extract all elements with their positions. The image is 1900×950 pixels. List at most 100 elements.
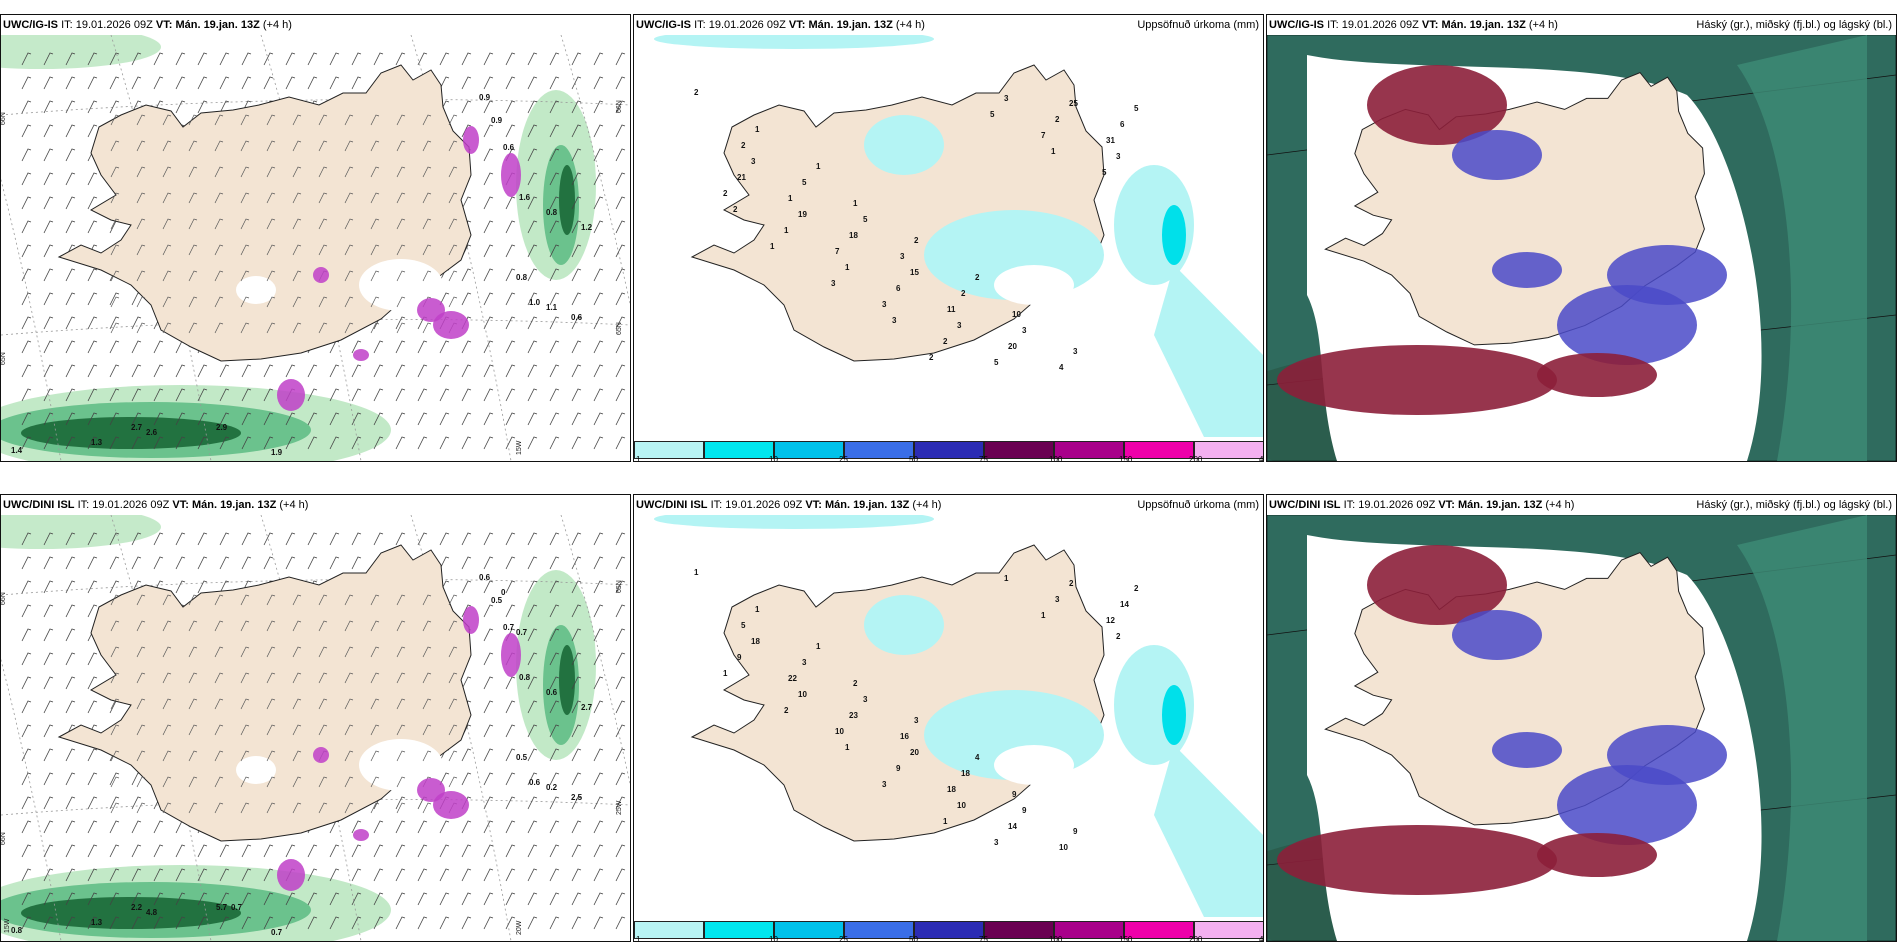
wind-barb (188, 166, 198, 178)
wind-barb (615, 148, 626, 162)
wind-barb (318, 114, 328, 126)
wind-barb (240, 296, 250, 308)
precip-value-label: 18 (961, 769, 970, 778)
legend-tick-label: 25 (839, 455, 848, 462)
precip-shade (1, 515, 161, 549)
wind-barb (396, 802, 406, 814)
wind-barb (136, 750, 146, 762)
panel-title: UWC/IG-IS IT: 19.01.2026 09Z VT: Mán. 19… (1267, 15, 1896, 35)
wind-speed-label: 2.9 (216, 423, 228, 432)
precip-value-label: 4 (975, 753, 980, 762)
wind-barb (329, 412, 340, 426)
precip-value-label: 2 (1069, 579, 1074, 588)
wind-barb (292, 672, 302, 684)
wind-barb (549, 76, 560, 90)
precip-value-label: 1 (845, 263, 850, 272)
wind-barb (87, 316, 98, 330)
wind-barb (593, 340, 604, 354)
map-canvas: 1112349925331618910141822232018142129101… (634, 515, 1263, 917)
wind-barb (240, 270, 250, 282)
wind-barb (571, 148, 582, 162)
wind-barb (131, 76, 142, 90)
wind-barb (110, 218, 120, 230)
wind-barb (571, 628, 582, 642)
wind-barb (214, 270, 224, 282)
wind-barb (615, 916, 626, 930)
wind-barb (43, 724, 54, 738)
wind-barb (162, 750, 172, 762)
wind-barb (292, 620, 302, 632)
precip-value-label: 22 (788, 674, 797, 683)
wind-barb (43, 580, 54, 594)
wind-barb (483, 244, 494, 258)
wind-barb (241, 388, 252, 402)
wind-barb (395, 412, 406, 426)
wind-speed-label: 0.6 (503, 143, 515, 152)
wind-barb (351, 76, 362, 90)
wind-barb (351, 868, 362, 882)
wind-barb (136, 296, 146, 308)
wind-speed-label: 0.8 (516, 273, 528, 282)
wind-barb (395, 796, 406, 810)
wind-barb (417, 52, 428, 66)
wind-barb (615, 76, 626, 90)
wind-barb (439, 76, 450, 90)
wind-barb (615, 772, 626, 786)
wind-barb (549, 580, 560, 594)
wind-barb (65, 364, 76, 378)
wind-barb (422, 322, 432, 334)
low-cloud (1367, 545, 1507, 625)
wind-barb (395, 892, 406, 906)
wind-barb (396, 594, 406, 606)
wind-barb (110, 594, 120, 606)
wind-barb (527, 700, 538, 714)
wind-barb (461, 604, 472, 618)
precip-value-label: 14 (1008, 822, 1017, 831)
wind-barb (344, 114, 354, 126)
wind-barb (370, 166, 380, 178)
wind-barb (285, 52, 296, 66)
wind-barb (395, 340, 406, 354)
precip-value-label: 1 (816, 162, 821, 171)
wind-barb (21, 652, 32, 666)
wind-barb (422, 218, 432, 230)
wind-precip-panel-igis: UWC/IG-IS IT: 19.01.2026 09Z VT: Mán. 19… (0, 14, 631, 462)
wind-barb (263, 388, 274, 402)
wind-barb (109, 412, 120, 426)
wind-barb (131, 100, 142, 114)
wind-barb (219, 364, 230, 378)
wind-barb (505, 292, 516, 306)
wind-speed-label: 0.7 (516, 628, 528, 637)
wind-barb (21, 148, 32, 162)
wind-barb (175, 580, 186, 594)
wind-barb (219, 868, 230, 882)
wind-speed-label: 0.7 (503, 623, 515, 632)
wind-barb (615, 700, 626, 714)
wind-barb (175, 364, 186, 378)
wind-barb (43, 748, 54, 762)
wind-barb (344, 140, 354, 152)
wind-barb (439, 52, 450, 66)
heavy-precip-cell (417, 298, 445, 322)
mid-cloud (1452, 130, 1542, 180)
wind-barb (549, 340, 560, 354)
wind-barb (175, 916, 186, 930)
wind-barb (266, 322, 276, 334)
wind-speed-label: 0 (501, 588, 506, 597)
precip-value-label: 3 (900, 252, 905, 261)
legend-swatch (844, 441, 914, 459)
wind-barb (505, 76, 516, 90)
precip-area-heavy (1162, 685, 1186, 745)
legend-swatch (844, 921, 914, 939)
heavy-precip-cell (433, 791, 469, 819)
wind-barb (483, 196, 494, 210)
wind-barb (21, 364, 32, 378)
wind-barb (483, 148, 494, 162)
wind-barb (197, 436, 208, 450)
wind-barb (214, 594, 224, 606)
wind-barb (483, 676, 494, 690)
wind-barb (439, 292, 450, 306)
wind-barb (505, 580, 516, 594)
wind-barb (109, 772, 120, 786)
wind-barb (175, 868, 186, 882)
